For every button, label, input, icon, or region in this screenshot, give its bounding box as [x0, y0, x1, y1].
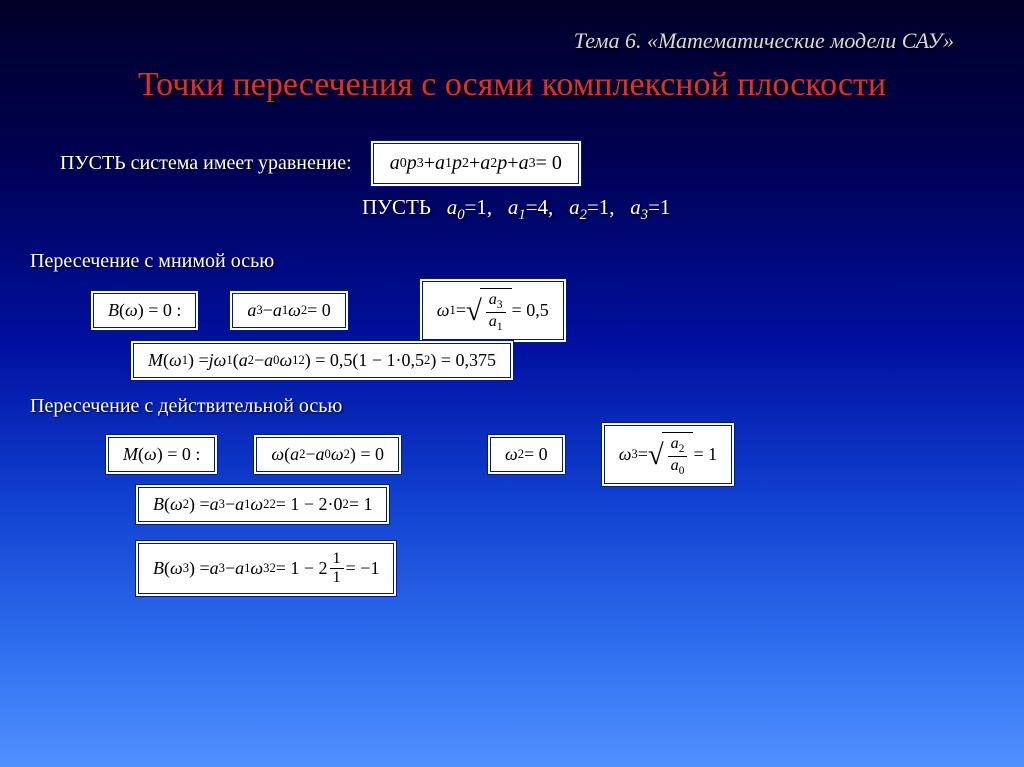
- slide-title: Точки пересечения с осями комплексной пл…: [50, 66, 974, 104]
- section-real: Пересечение с действительной осью: [30, 395, 342, 418]
- section-imaginary: Пересечение с мнимой осью: [30, 250, 274, 273]
- intro-label: ПУСТЬ система имеет уравнение:: [60, 152, 352, 175]
- intro-line: ПУСТЬ система имеет уравнение: a0p3 + a1…: [60, 140, 582, 187]
- box-real-eq: ω(a2 − a0ω2) = 0: [253, 434, 402, 475]
- box-b-omega3: B(ω3) = a3 − a1ω32 = 1 − 211 = −1: [135, 540, 397, 597]
- box-m-omega1: M(ω1) = jω1(a2 − a0ω12) = 0,5(1 − 1·0,52…: [130, 340, 514, 381]
- box-omega3: ω3 = √a2a0 = 1: [601, 422, 735, 487]
- box-omega1: ω1 = √a3a1 = 0,5: [419, 278, 567, 343]
- imag-row-2: M(ω1) = jω1(a2 − a0ω12) = 0,5(1 − 1·0,52…: [130, 340, 514, 381]
- box-imag-eq: a3 − a1ω2 = 0: [229, 290, 348, 331]
- imag-row-1: B(ω) = 0 : a3 − a1ω2 = 0 ω1 = √a3a1 = 0,…: [90, 278, 567, 343]
- box-m-omega-zero: M(ω) = 0 :: [105, 434, 218, 475]
- real-row-3: B(ω3) = a3 − a1ω32 = 1 − 211 = −1: [135, 540, 397, 597]
- real-row-1: M(ω) = 0 : ω(a2 − a0ω2) = 0 ω2 = 0 ω3 = …: [105, 422, 735, 487]
- topic-label: Тема 6. «Математические модели САУ»: [574, 28, 954, 54]
- box-b-omega-zero: B(ω) = 0 :: [90, 290, 199, 331]
- main-equation: a0p3 + a1p2 + a2p + a3 = 0: [370, 140, 582, 187]
- params-line: ПУСТЬ a0=1, a1=4, a2=1, a3=1: [362, 195, 670, 224]
- box-b-omega2: B(ω2) = a3 − a1ω22 = 1 − 2·02 = 1: [135, 484, 390, 525]
- box-omega2: ω2 = 0: [487, 434, 566, 475]
- real-row-2: B(ω2) = a3 − a1ω22 = 1 − 2·02 = 1: [135, 484, 390, 525]
